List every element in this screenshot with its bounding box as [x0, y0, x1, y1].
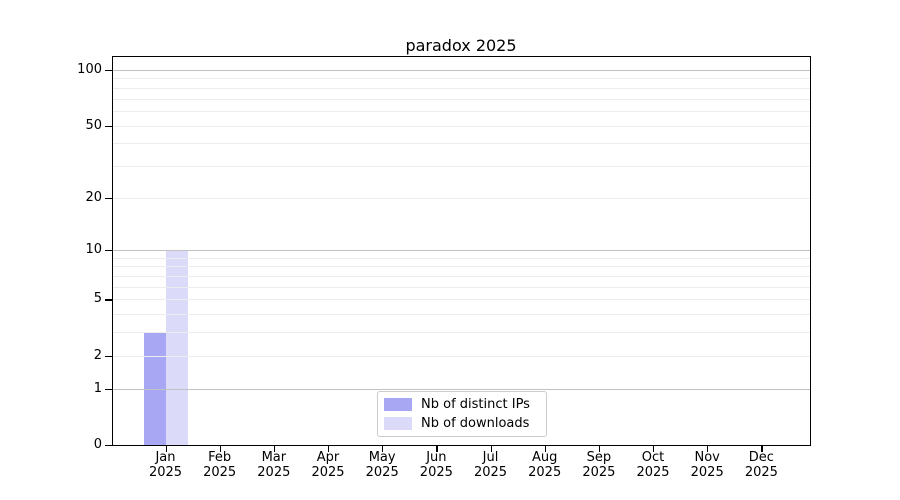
minor-gridline-60 [113, 110, 810, 112]
y-tick-50 [105, 125, 112, 127]
legend-swatch-distinct-ips [384, 398, 412, 412]
x-tick-label-may: May 2025 [365, 450, 399, 480]
minor-gridline-6 [113, 286, 810, 288]
legend-item-distinct-ips: Nb of distinct IPs [384, 397, 540, 412]
chart-title: paradox 2025 [405, 36, 517, 55]
minor-gridline-80 [113, 87, 810, 89]
minor-gridline-50 [113, 125, 810, 127]
minor-gridline-90 [113, 78, 810, 80]
minor-gridline-70 [113, 98, 810, 100]
x-tick-dec [761, 446, 763, 452]
x-tick-label-dec: Dec 2025 [744, 450, 778, 480]
minor-gridline-3 [113, 332, 810, 334]
x-tick-jan [165, 446, 167, 452]
y-tick-2 [105, 355, 112, 357]
minor-gridline-30 [113, 165, 810, 167]
x-tick-label-feb: Feb 2025 [203, 450, 237, 480]
minor-gridline-2 [113, 355, 810, 357]
minor-gridline-7 [113, 276, 810, 278]
legend-swatch-downloads [384, 416, 412, 430]
legend-item-downloads: Nb of downloads [384, 416, 540, 431]
x-tick-apr [328, 446, 330, 452]
major-gridline-1 [113, 388, 810, 390]
y-tick-label-2: 2 [93, 347, 102, 363]
major-gridline-100 [113, 70, 810, 71]
y-tick-label-50: 50 [85, 117, 102, 133]
legend: Nb of distinct IPs Nb of downloads [377, 391, 547, 437]
x-tick-aug [544, 446, 546, 452]
x-tick-label-nov: Nov 2025 [690, 450, 724, 480]
minor-gridline-8 [113, 266, 810, 268]
x-tick-sep [598, 446, 601, 452]
x-tick-label-jun: Jun 2025 [419, 450, 453, 480]
x-tick-label-jul: Jul 2025 [473, 450, 508, 480]
y-tick-10 [105, 250, 112, 252]
y-tick-label-5: 5 [93, 291, 102, 307]
bar-nb-of-downloads-jan [165, 250, 188, 445]
x-tick-jul [490, 446, 492, 452]
y-tick-label-100: 100 [77, 62, 102, 77]
x-tick-may [382, 446, 384, 452]
y-tick-20 [105, 197, 112, 199]
x-tick-nov [707, 446, 709, 452]
x-tick-label-aug: Aug 2025 [528, 450, 562, 480]
minor-gridline-5 [113, 299, 810, 301]
y-tick-0 [105, 445, 112, 447]
x-tick-jun [436, 446, 438, 452]
y-tick-label-20: 20 [85, 189, 102, 205]
x-tick-label-jan: Jan 2025 [148, 450, 183, 480]
x-tick-label-apr: Apr 2025 [311, 450, 345, 480]
x-tick-mar [273, 446, 276, 452]
x-tick-feb [219, 446, 221, 452]
legend-label-distinct-ips: Nb of distinct IPs [421, 397, 530, 413]
x-tick-label-sep: Sep 2025 [582, 450, 616, 480]
y-tick-1 [105, 388, 112, 390]
y-tick-5 [105, 299, 112, 301]
y-tick-label-10: 10 [85, 242, 102, 258]
minor-gridline-4 [113, 314, 810, 316]
x-tick-label-oct: Oct 2025 [636, 450, 670, 480]
minor-gridline-20 [113, 197, 810, 199]
major-gridline-10 [113, 250, 810, 252]
y-tick-label-1: 1 [93, 380, 102, 396]
legend-label-downloads: Nb of downloads [421, 415, 530, 431]
x-tick-oct [653, 446, 655, 452]
x-tick-label-mar: Mar 2025 [257, 450, 291, 480]
bar-nb-of-distinct-ips-jan [143, 332, 166, 445]
y-tick-100 [105, 70, 112, 72]
minor-gridline-40 [113, 143, 810, 145]
y-tick-label-0: 0 [93, 437, 102, 452]
minor-gridline-9 [113, 257, 810, 259]
